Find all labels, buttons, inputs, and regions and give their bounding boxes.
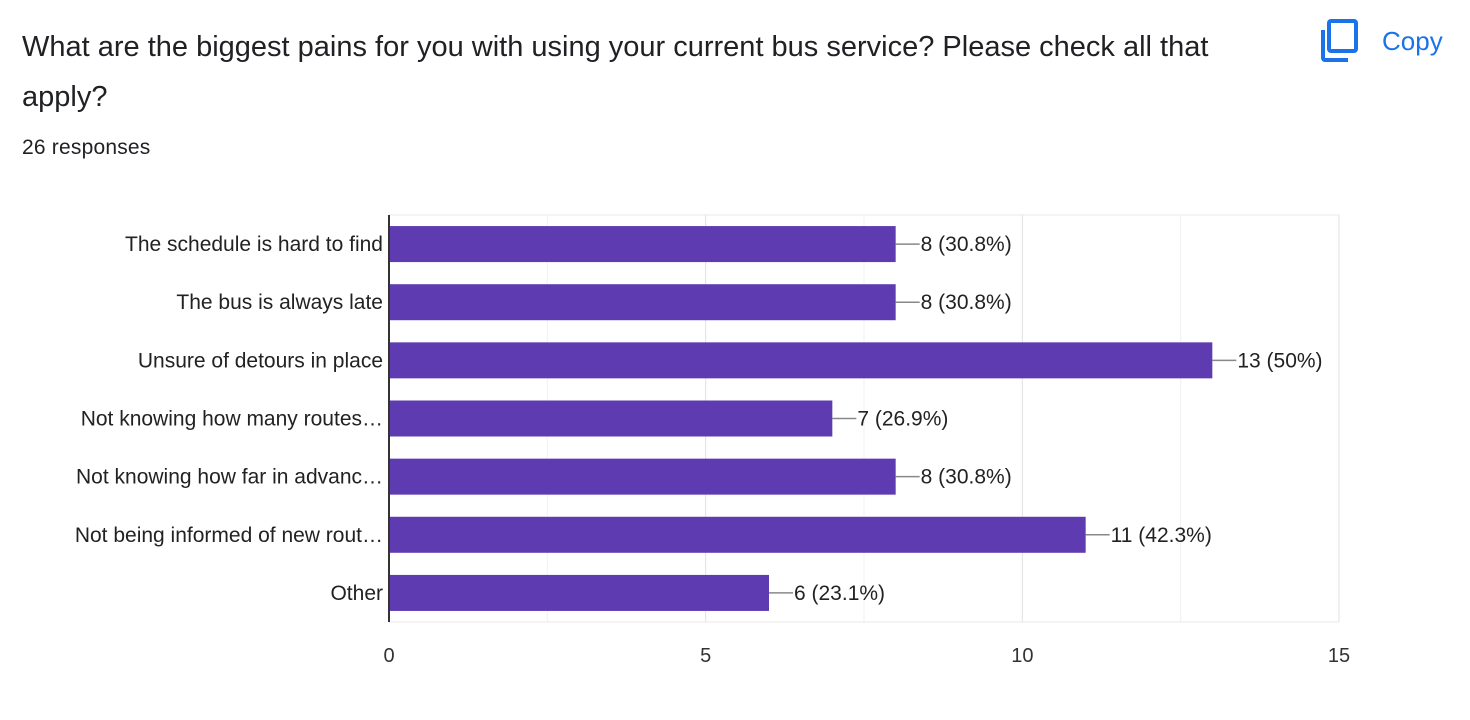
- data-label: 6 (23.1%): [794, 582, 885, 605]
- bar-chart: 0 5 10 15 The schedule is hard to find 8 (30.…: [75, 214, 1350, 667]
- bar: [389, 516, 1086, 553]
- data-label: 13 (50%): [1237, 349, 1322, 372]
- category-label: Not being informed of new rout…: [75, 524, 383, 547]
- category-label: Unsure of detours in place: [138, 349, 383, 372]
- x-tick-label: 0: [383, 645, 394, 667]
- data-label: 8 (30.8%): [921, 466, 1012, 489]
- category-label: Not knowing how far in advanc…: [76, 466, 383, 489]
- category-label: The bus is always late: [176, 291, 383, 314]
- x-tick-label: 15: [1328, 645, 1350, 667]
- data-label: 8 (30.8%): [921, 233, 1012, 256]
- bar: [389, 342, 1213, 379]
- category-label: Other: [330, 582, 383, 605]
- copy-button[interactable]: Copy: [1318, 18, 1443, 64]
- copy-icon: [1318, 18, 1360, 64]
- bar: [389, 226, 896, 263]
- data-label: 8 (30.8%): [921, 291, 1012, 314]
- data-label: 7 (26.9%): [857, 408, 948, 431]
- bar: [389, 400, 833, 437]
- category-label: The schedule is hard to find: [125, 233, 383, 256]
- x-tick-label: 10: [1011, 645, 1033, 667]
- bar: [389, 284, 896, 321]
- category-label: Not knowing how many routes…: [81, 408, 383, 431]
- bar: [389, 458, 896, 495]
- copy-label: Copy: [1382, 25, 1443, 56]
- bar: [389, 574, 769, 611]
- question-title: What are the biggest pains for you with …: [22, 31, 1209, 113]
- x-tick-label: 5: [700, 645, 711, 667]
- data-label: 11 (42.3%): [1111, 524, 1212, 547]
- response-count: 26 responses: [22, 136, 151, 159]
